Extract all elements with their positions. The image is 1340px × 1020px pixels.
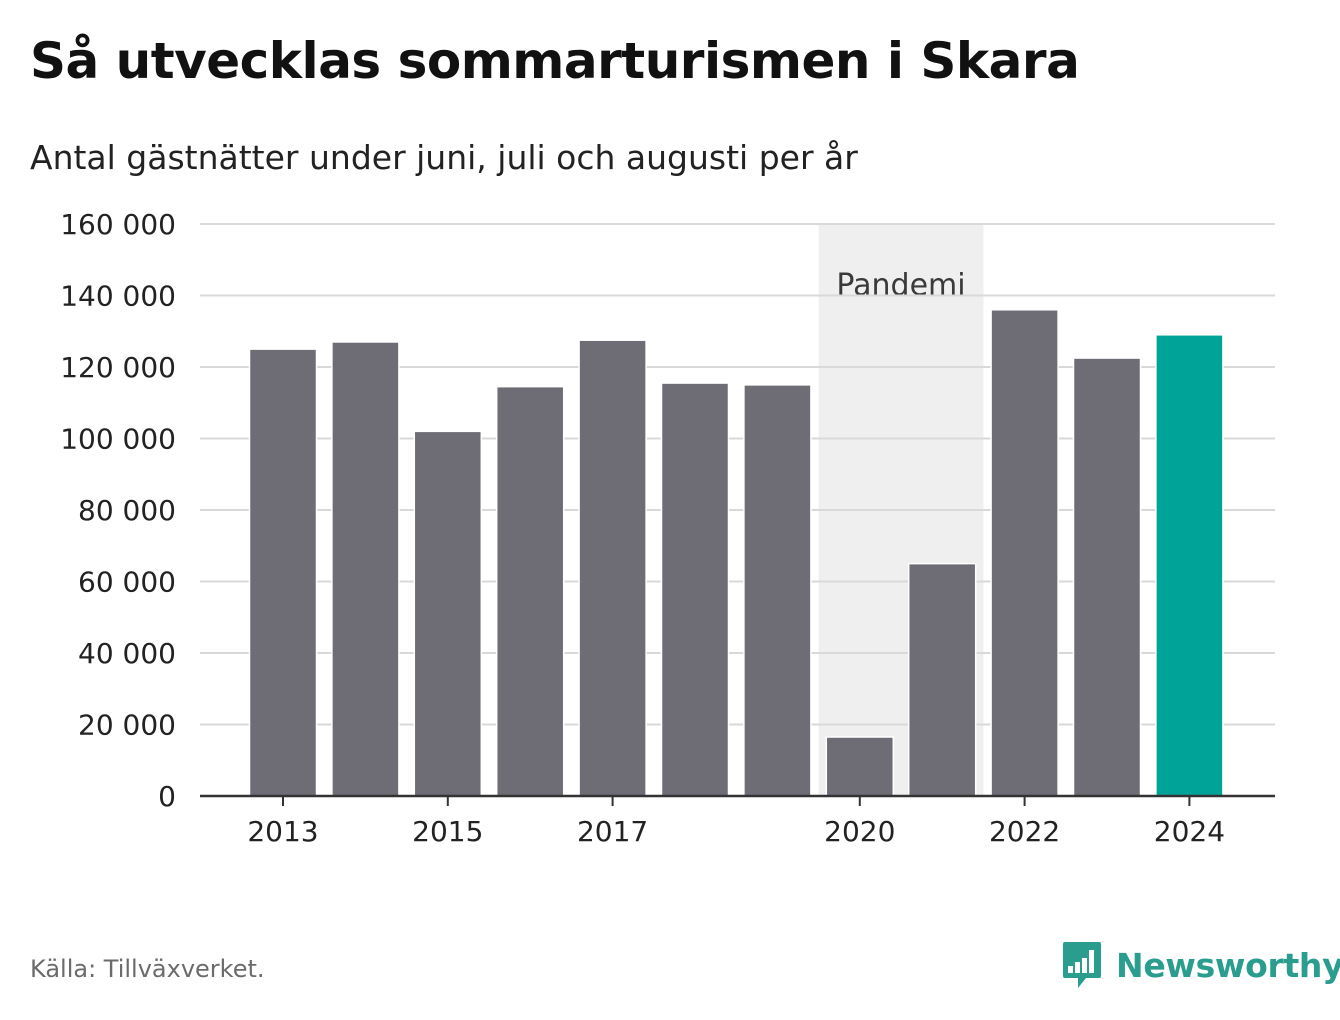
y-tick-label: 120 000 xyxy=(60,351,176,384)
chart-title: Så utvecklas sommarturismen i Skara xyxy=(30,32,1080,90)
y-tick-label: 80 000 xyxy=(78,494,176,527)
x-tick-label: 2022 xyxy=(989,815,1060,848)
bar-2019[interactable] xyxy=(743,384,812,797)
bar-2022[interactable] xyxy=(990,309,1059,797)
bar-2018[interactable] xyxy=(660,382,730,797)
bar-2017[interactable] xyxy=(578,339,647,797)
y-tick-label: 40 000 xyxy=(78,637,176,670)
x-tick-label: 2020 xyxy=(824,815,895,848)
bar-2015[interactable] xyxy=(413,430,483,797)
y-tick-label: 20 000 xyxy=(78,709,176,742)
chart-subtitle: Antal gästnätter under juni, juli och au… xyxy=(30,138,858,177)
y-tick-label: 160 000 xyxy=(60,208,176,241)
y-tick-label: 100 000 xyxy=(60,423,176,456)
brand-name: Newsworthy xyxy=(1116,945,1340,985)
bar-2020[interactable] xyxy=(825,736,895,797)
bar-2013[interactable] xyxy=(248,348,318,797)
bar-2023[interactable] xyxy=(1072,357,1142,797)
pandemic-label: Pandemi xyxy=(836,268,965,303)
y-tick-label: 0 xyxy=(158,780,176,813)
bar-2014[interactable] xyxy=(331,341,400,797)
x-tick-label: 2015 xyxy=(412,815,483,848)
bar-2021[interactable] xyxy=(907,562,977,797)
bar-2016[interactable] xyxy=(495,385,565,797)
x-tick-label: 2013 xyxy=(247,815,318,848)
bar-chart-speech-bubble-icon xyxy=(1063,942,1101,988)
bars xyxy=(248,309,1224,797)
x-tick-label: 2024 xyxy=(1154,815,1225,848)
y-tick-label: 60 000 xyxy=(78,566,176,599)
bar-2024[interactable] xyxy=(1155,334,1224,797)
y-tick-label: 140 000 xyxy=(60,280,176,313)
source-note: Källa: Tillväxverket. xyxy=(30,955,265,983)
axes: 0 20 000 40 000 60 000 80 000 100 000 120 000 1… xyxy=(60,208,1275,848)
x-tick-label: 2017 xyxy=(577,815,648,848)
brand-logo[interactable]: Newsworthy xyxy=(1062,940,1340,990)
